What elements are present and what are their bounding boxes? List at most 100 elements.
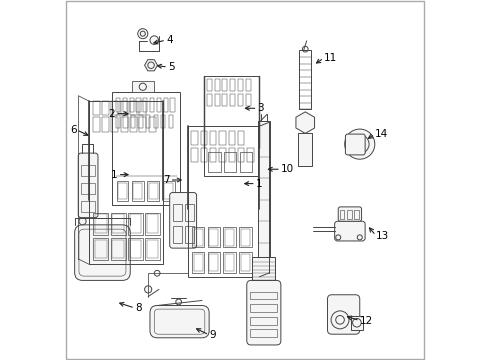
Circle shape [176, 299, 181, 305]
Bar [347, 210, 351, 219]
Bar [136, 98, 141, 112]
Text: 2: 2 [109, 109, 115, 119]
Bar [133, 183, 143, 199]
Bar [118, 183, 127, 199]
Bar [112, 239, 124, 258]
Bar [225, 254, 234, 271]
Bar [247, 148, 254, 162]
Bar [238, 94, 243, 107]
Bar [222, 79, 227, 91]
Bar [123, 116, 128, 128]
Bar [250, 329, 277, 337]
Bar [95, 215, 107, 233]
Bar [219, 131, 225, 145]
Bar [250, 292, 277, 300]
Bar [241, 229, 250, 246]
Text: 3: 3 [258, 103, 264, 113]
Bar [132, 81, 153, 92]
Bar [299, 50, 311, 109]
Text: 6: 6 [70, 125, 76, 135]
Bar [93, 238, 108, 260]
Text: 5: 5 [168, 62, 174, 72]
Bar [121, 101, 128, 115]
Bar [188, 126, 259, 277]
Bar [210, 131, 216, 145]
Bar [246, 94, 251, 107]
Bar [149, 183, 158, 199]
Bar [191, 131, 197, 145]
Circle shape [138, 29, 148, 39]
Bar [185, 204, 194, 221]
Bar [81, 183, 95, 194]
Bar [194, 254, 203, 271]
Bar [147, 181, 159, 201]
Text: 1: 1 [111, 170, 118, 180]
Bar [223, 252, 236, 273]
Text: 7: 7 [163, 175, 170, 185]
Circle shape [79, 218, 86, 225]
Bar [131, 116, 135, 128]
FancyBboxPatch shape [338, 207, 362, 221]
Bar [185, 226, 194, 243]
Bar [102, 117, 109, 132]
Bar [112, 92, 180, 205]
Bar [139, 101, 147, 115]
Bar [121, 117, 128, 132]
Bar [230, 79, 235, 91]
Bar [340, 210, 344, 219]
Bar [230, 94, 235, 107]
FancyBboxPatch shape [327, 295, 360, 334]
FancyBboxPatch shape [74, 225, 130, 280]
Bar [130, 117, 137, 132]
Bar [153, 116, 158, 128]
Bar [200, 131, 207, 145]
Bar [148, 117, 156, 132]
Bar [208, 152, 220, 172]
Text: 4: 4 [166, 35, 173, 45]
Bar [222, 94, 227, 107]
Bar [161, 116, 166, 128]
Bar [208, 252, 220, 273]
Bar [89, 101, 163, 264]
Bar [81, 201, 95, 212]
Bar [173, 204, 182, 221]
Bar [173, 226, 182, 243]
Bar [143, 98, 147, 112]
Bar [246, 79, 251, 91]
Circle shape [150, 36, 159, 44]
Bar [191, 148, 197, 162]
Bar [239, 252, 252, 273]
Bar [95, 239, 107, 258]
Bar [150, 98, 154, 112]
Bar [215, 94, 220, 107]
Text: 12: 12 [360, 316, 373, 325]
Bar [228, 131, 235, 145]
Bar [252, 257, 275, 280]
Bar [194, 229, 203, 246]
Bar [129, 239, 141, 258]
Bar [241, 254, 250, 271]
Bar [128, 238, 143, 260]
Bar [351, 316, 364, 330]
FancyBboxPatch shape [335, 221, 365, 241]
Bar [157, 98, 161, 112]
Bar [207, 94, 212, 107]
Bar [238, 148, 245, 162]
Bar [128, 213, 143, 235]
Bar [204, 76, 259, 176]
Bar [210, 229, 219, 246]
FancyBboxPatch shape [345, 134, 365, 155]
Bar [238, 79, 243, 91]
Bar [192, 252, 204, 273]
Bar [258, 121, 270, 257]
Bar [129, 98, 134, 112]
Text: 8: 8 [135, 303, 142, 313]
Bar [354, 210, 359, 219]
Bar [224, 152, 236, 172]
Bar [164, 183, 173, 199]
Text: 13: 13 [376, 231, 389, 240]
Bar [215, 79, 220, 91]
Bar [112, 215, 124, 233]
Bar [93, 117, 100, 132]
Bar [117, 181, 128, 201]
